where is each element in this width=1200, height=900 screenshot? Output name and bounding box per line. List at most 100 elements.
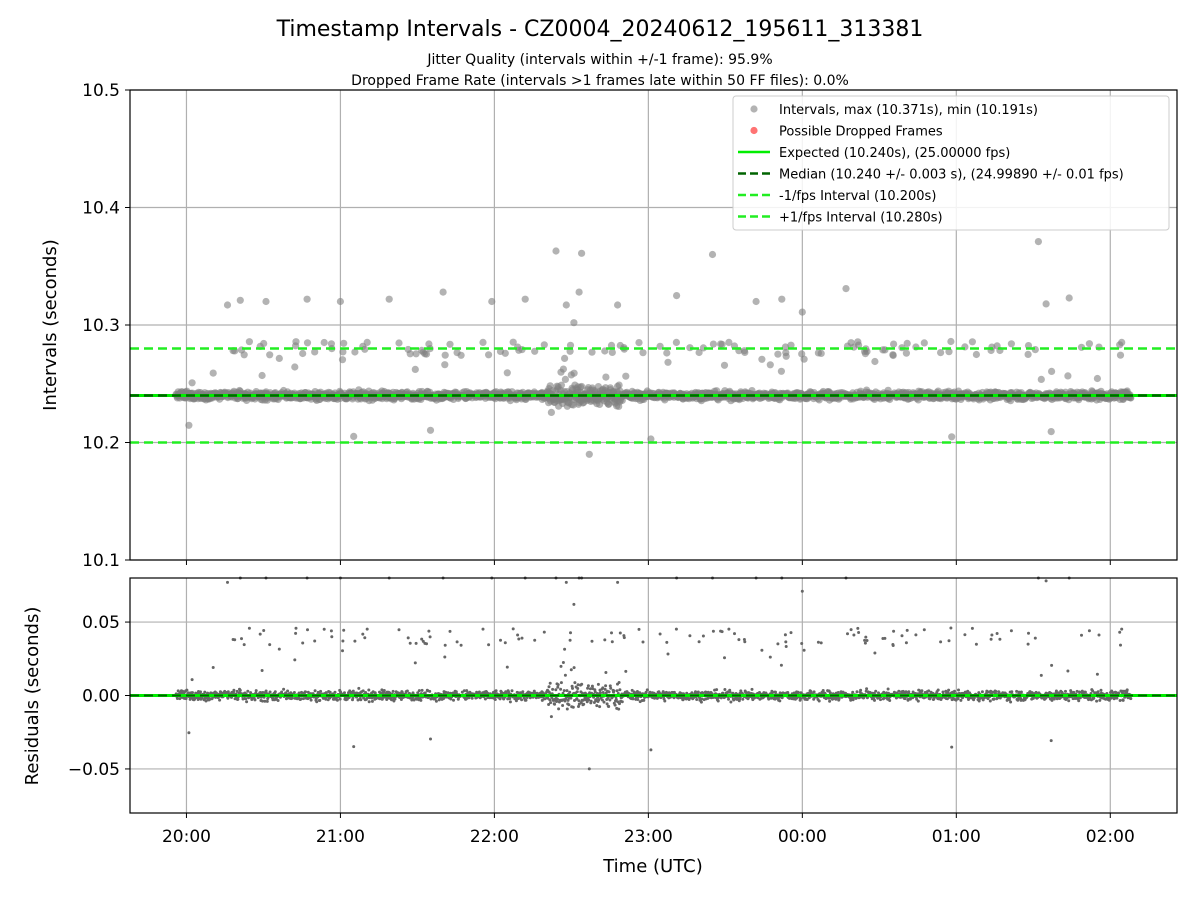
interval-point [781,343,790,351]
interval-point [709,340,718,348]
residual-point [318,698,322,702]
interval-point [291,363,299,371]
residual-point [304,690,307,694]
residual-point [882,696,886,700]
interval-point [311,348,319,356]
residual-point [864,635,868,639]
residual-point [276,699,280,702]
residual-point [603,687,607,691]
interval-point [266,351,274,359]
interval-point [1065,294,1073,302]
residual-point [268,690,272,694]
residual-point [443,643,447,647]
residual-point [301,641,305,645]
residual-point [175,697,179,700]
interval-point [422,350,431,358]
interval-point [855,341,863,349]
residuals-panel: −0.050.000.05 Residuals (seconds) 20:00 2… [22,576,1178,877]
residual-point [1066,669,1070,673]
residual-point [520,636,524,640]
title-group: Timestamp Intervals - CZ0004_20240612_19… [276,17,924,89]
residual-point [290,696,294,700]
residual-point [949,626,953,630]
residual-point [905,628,909,632]
residual-point [863,641,867,645]
interval-point [260,339,268,348]
residual-point [313,689,317,693]
interval-point [622,372,630,380]
residual-point [784,640,788,644]
residual-point [365,627,369,631]
residual-point [261,699,264,703]
reference-lines [130,347,1177,444]
interval-point [385,295,393,303]
residual-point [856,626,860,630]
residual-point [636,698,640,701]
residual-point [1120,627,1124,631]
residual-point [559,687,563,691]
residual-point [916,699,920,703]
residual-point [382,689,386,692]
interval-point [708,250,717,259]
residual-point [614,698,618,701]
residual-point [922,628,926,632]
residual-point [644,690,648,694]
residual-point [807,696,811,700]
residual-point [218,698,222,702]
residual-point [1099,688,1103,692]
interval-point [223,301,232,309]
interval-point [236,296,244,304]
residual-point [784,645,788,648]
residual-point [559,664,563,668]
residual-point [588,687,592,691]
residual-point [612,689,616,693]
residual-point [874,689,878,693]
residual-point [888,699,892,702]
interval-point [395,339,403,347]
residual-point [557,707,561,711]
residual-point [602,700,606,704]
residual-point [293,658,297,662]
x-tick-label: 02:00 [1086,827,1135,847]
interval-point [303,339,312,347]
residual-point [514,699,518,703]
residual-point [561,661,565,664]
residual-point [622,636,626,640]
residual-point [494,689,498,693]
residual-point [851,698,855,702]
residual-point [695,698,699,701]
residual-point [555,697,559,701]
interval-point [446,340,454,348]
y-tick-label: 10.4 [82,199,120,219]
residual-point [743,640,747,644]
residual-point [805,698,809,701]
residual-point [859,688,863,692]
interval-point [188,379,196,387]
residual-point [733,632,736,636]
residual-point [1039,673,1043,677]
interval-point [575,288,583,296]
residual-point [701,691,705,695]
residual-point [688,634,692,638]
y-tick-label: 10.5 [82,81,120,101]
residual-point [624,669,628,673]
residual-point [989,637,993,641]
interval-point [752,297,760,306]
interval-point [426,426,435,434]
residual-point [697,640,701,644]
residual-point [977,699,981,703]
residual-point [974,642,978,646]
residual-point [510,689,514,693]
interval-point [363,338,371,346]
residual-point [800,589,804,593]
interval-point [303,295,311,303]
residual-point [711,629,715,633]
residual-point [434,699,438,703]
residual-point [176,689,180,693]
interval-point [559,365,568,373]
legend: Intervals, max (10.371s), min (10.191s)P… [732,95,1170,231]
residual-point [613,703,617,707]
residual-point [607,690,611,694]
residual-point [442,697,446,700]
residual-point [328,690,332,694]
